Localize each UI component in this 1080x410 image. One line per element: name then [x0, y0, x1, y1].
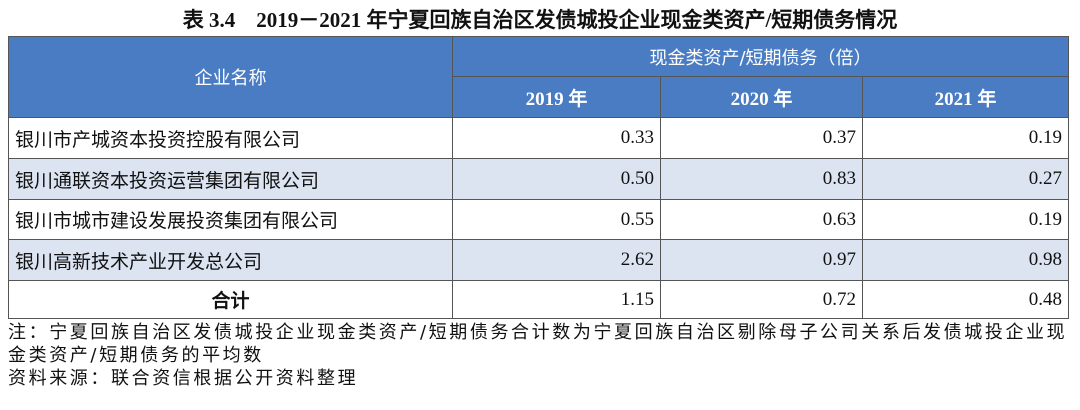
header-cell: 企业名称: [8, 36, 453, 118]
header-cell: 现金类资产/短期债务（倍）: [452, 36, 1069, 77]
cell: 0.98: [862, 239, 1069, 281]
cell: 0.33: [452, 117, 661, 159]
cell: 银川市城市建设发展投资集团有限公司: [8, 199, 453, 240]
header-cell: 2021 年: [862, 76, 1069, 118]
cell: 0.19: [862, 199, 1069, 240]
cell: 0.63: [660, 199, 863, 240]
note: 资料来源：联合资信根据公开资料整理: [8, 368, 359, 389]
cell: 0.83: [660, 158, 863, 200]
cell: 2.62: [452, 239, 661, 281]
cell: 1.15: [452, 280, 661, 319]
notes: 注：宁夏回族自治区发债城投企业现金类资产/短期债务合计数为宁夏回族自治区剔除母子…: [8, 321, 1073, 390]
cell: 0.27: [862, 158, 1069, 200]
table-title: 表 3.4 2019－2021 年宁夏回族自治区发债城投企业现金类资产/短期债务…: [182, 8, 898, 32]
table-row: 银川高新技术产业开发总公司 2.62 0.97 0.98: [8, 239, 1069, 281]
cell: 0.48: [862, 280, 1069, 319]
header-cell: 2020 年: [660, 76, 863, 118]
table-row: 银川市产城资本投资控股有限公司 0.33 0.37 0.19: [8, 117, 1069, 159]
cell: 银川通联资本投资运营集团有限公司: [8, 158, 453, 200]
cell: 0.97: [660, 239, 863, 281]
cell: 银川高新技术产业开发总公司: [8, 239, 453, 281]
table: 企业名称 现金类资产/短期债务（倍） 2019 年 2020 年 2021 年 银川…: [8, 36, 1069, 319]
table-row: 合计 1.15 0.72 0.48: [8, 280, 1069, 319]
cell: 0.37: [660, 117, 863, 159]
cell: 0.72: [660, 280, 863, 319]
note: 注：宁夏回族自治区发债城投企业现金类资产/短期债务合计数为宁夏回族自治区剔除母子…: [8, 322, 1068, 366]
cell: 0.19: [862, 117, 1069, 159]
cell: 银川市产城资本投资控股有限公司: [8, 117, 453, 159]
cell: 0.50: [452, 158, 661, 200]
table-row: 银川市城市建设发展投资集团有限公司 0.55 0.63 0.19: [8, 199, 1069, 240]
cell: 0.55: [452, 199, 661, 240]
table-row: 银川通联资本投资运营集团有限公司 0.50 0.83 0.27: [8, 158, 1069, 200]
cell: 合计: [8, 280, 453, 319]
header-cell: 2019 年: [452, 76, 661, 118]
